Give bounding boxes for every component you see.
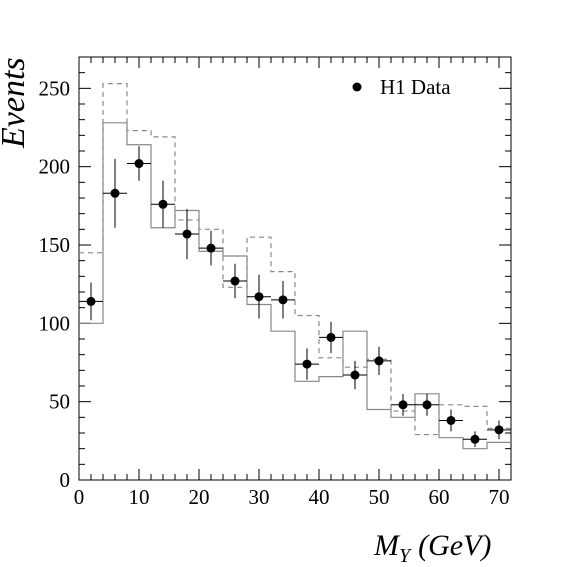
- dashed-step-line: [79, 83, 511, 436]
- x-tick-label: 20: [189, 485, 210, 509]
- y-tick-label: 250: [39, 76, 71, 100]
- data-point: [374, 356, 384, 366]
- axis-ticks: 0 10 20 30 40 50 60 70 0 50 100 150 200 250: [39, 57, 511, 509]
- histogram-steps: [79, 83, 511, 450]
- data-point: [158, 199, 168, 209]
- data-point: [470, 434, 480, 444]
- x-tick-label: 50: [369, 485, 390, 509]
- y-tick-label: 200: [39, 155, 71, 179]
- data-point: [206, 243, 216, 253]
- data-point: [326, 332, 336, 342]
- legend-marker: [352, 82, 362, 92]
- x-tick-label: 0: [74, 485, 85, 509]
- x-tick-label: 10: [129, 485, 150, 509]
- solid-step-line: [79, 122, 511, 450]
- y-tick-label: 50: [49, 390, 70, 414]
- x-axis-title-main: M: [373, 529, 401, 562]
- y-axis-title: Events: [0, 57, 32, 149]
- legend-label: H1 Data: [380, 75, 451, 99]
- x-axis-title-unit: (GeV): [418, 529, 491, 562]
- data-point: [422, 400, 432, 410]
- data-point: [86, 296, 96, 306]
- data-point: [278, 295, 288, 305]
- x-tick-label: 60: [429, 485, 450, 509]
- y-tick-label: 100: [39, 311, 71, 335]
- data-point: [230, 276, 240, 286]
- y-tick-label: 0: [60, 468, 71, 492]
- data-point: [494, 425, 504, 435]
- x-tick-label: 40: [309, 485, 330, 509]
- data-point: [350, 370, 360, 380]
- data-point: [110, 188, 120, 198]
- plot-frame: [78, 56, 512, 481]
- x-tick-label: 30: [249, 485, 270, 509]
- y-tick-label: 150: [39, 233, 71, 257]
- data-points: [79, 146, 511, 448]
- data-point: [134, 159, 144, 169]
- x-axis-title: MY (GeV): [373, 529, 491, 567]
- x-axis-title-subscript: Y: [399, 545, 412, 567]
- data-point: [254, 292, 264, 302]
- data-point: [302, 359, 312, 369]
- data-point: [398, 400, 408, 410]
- x-tick-label: 70: [489, 485, 510, 509]
- data-point: [446, 415, 456, 425]
- data-point: [182, 229, 192, 239]
